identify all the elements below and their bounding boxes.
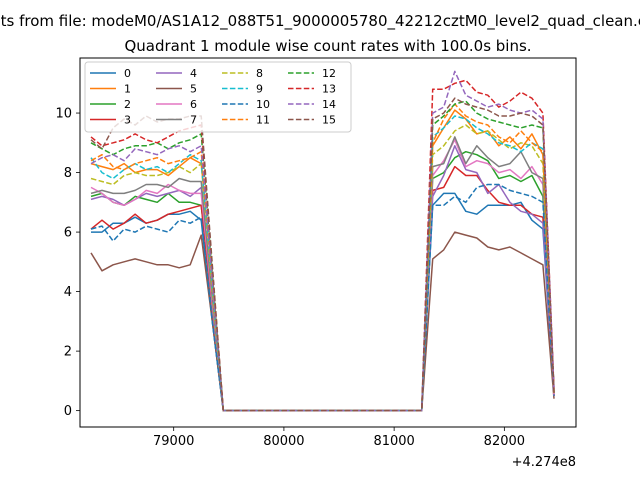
x-axis: 79000 80000 81000 82000	[153, 427, 525, 449]
y-tick-label: 6	[64, 226, 72, 241]
legend-label-7: 7	[190, 114, 197, 127]
y-tick-label: 8	[64, 166, 72, 181]
legend-label-8: 8	[256, 67, 263, 80]
chart-title: Quadrant 1 module wise count rates with …	[124, 37, 531, 55]
legend-label-1: 1	[124, 83, 131, 96]
legend-label-9: 9	[256, 83, 263, 96]
legend-label-10: 10	[256, 98, 270, 111]
figure-suptitle: Plots from file: modeM0/AS1A12_088T51_90…	[0, 12, 640, 31]
y-tick-label: 0	[64, 404, 72, 419]
x-tick-label: 81000	[373, 434, 414, 449]
legend-label-3: 3	[124, 114, 131, 127]
legend-label-15: 15	[322, 114, 336, 127]
series-line-12	[90, 100, 555, 412]
series-line-11	[90, 103, 555, 412]
legend-label-4: 4	[190, 67, 197, 80]
legend-frame	[84, 61, 352, 133]
legend-label-0: 0	[124, 67, 131, 80]
legend-label-5: 5	[190, 83, 197, 96]
legend-label-12: 12	[322, 67, 336, 80]
legend-label-13: 13	[322, 83, 336, 96]
y-tick-label: 2	[64, 345, 72, 360]
x-tick-label: 79000	[153, 434, 194, 449]
series-layer	[90, 70, 555, 412]
legend-label-11: 11	[256, 114, 270, 127]
y-tick-label: 4	[64, 285, 72, 300]
y-axis: 0 2 4 6 8 10	[55, 107, 80, 419]
legend-label-2: 2	[124, 98, 131, 111]
legend-label-14: 14	[322, 98, 336, 111]
series-line-15	[90, 97, 555, 412]
x-offset-text: +4.274e8	[512, 455, 576, 470]
x-tick-label: 82000	[484, 434, 525, 449]
legend-label-6: 6	[190, 98, 197, 111]
series-line-14	[90, 70, 555, 412]
plot-frame	[79, 57, 577, 428]
series-line-10	[90, 183, 555, 412]
x-tick-label: 80000	[263, 434, 304, 449]
y-tick-label: 10	[55, 107, 72, 122]
